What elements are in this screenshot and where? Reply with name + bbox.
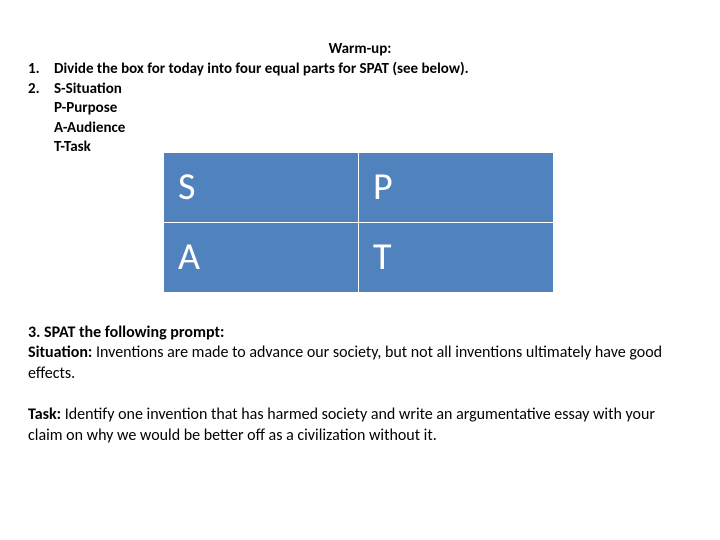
spat-cell-a: A xyxy=(164,222,359,292)
instruction-list: 1. Divide the box for today into four eq… xyxy=(28,60,692,158)
list-text-2: S-Situation xyxy=(54,80,692,100)
situation-text: Inventions are made to advance our socie… xyxy=(28,343,662,383)
task-text: Identify one invention that has harmed s… xyxy=(28,405,655,445)
list-num-2: 2. xyxy=(28,80,54,100)
p-purpose-line: P-Purpose xyxy=(54,99,692,119)
a-audience-line: A-Audience xyxy=(54,119,692,139)
list-item-1: 1. Divide the box for today into four eq… xyxy=(28,60,692,80)
table-row: S P xyxy=(164,152,554,222)
spat-cell-p: P xyxy=(359,152,554,222)
prompt-section: 3. SPAT the following prompt: Situation:… xyxy=(28,323,692,385)
warmup-title: Warm-up: xyxy=(28,40,692,58)
spat-definitions: P-Purpose A-Audience T-Task xyxy=(54,99,692,158)
list-text-1: Divide the box for today into four equal… xyxy=(54,60,692,80)
list-num-1: 1. xyxy=(28,60,54,80)
task-section: Task: Identify one invention that has ha… xyxy=(28,405,692,447)
spat-cell-t: T xyxy=(359,222,554,292)
table-row: A T xyxy=(164,222,554,292)
spat-cell-s: S xyxy=(164,152,359,222)
situation-label: Situation: xyxy=(28,343,96,362)
list-item-2: 2. S-Situation xyxy=(28,80,692,100)
spat-grid: S P A T xyxy=(163,152,554,293)
spat-grid-container: S P A T xyxy=(163,152,692,293)
prompt-heading: 3. SPAT the following prompt: xyxy=(28,323,224,342)
task-label: Task: xyxy=(28,405,65,424)
